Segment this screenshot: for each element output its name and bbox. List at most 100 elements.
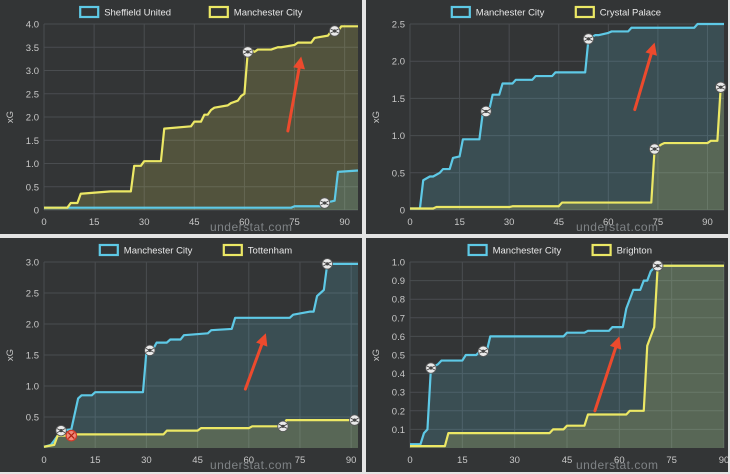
y-tick-label: 0.3 bbox=[392, 388, 405, 399]
y-tick-label: 3.0 bbox=[26, 258, 39, 269]
y-tick-label: 1.0 bbox=[392, 131, 405, 142]
x-tick-label: 75 bbox=[295, 455, 306, 466]
y-axis-label: xG bbox=[371, 349, 382, 361]
xg-chart-svg: 0.1 0.2 0.3 0.4 0.5 0.6 0.7 0.8 0.9 1.0 0 15 30 45 60 7… bbox=[371, 243, 728, 472]
x-tick-label: 15 bbox=[89, 217, 100, 228]
x-tick-label: 0 bbox=[407, 455, 412, 466]
legend-swatch-0 bbox=[79, 5, 100, 19]
x-tick-label: 60 bbox=[614, 455, 625, 466]
goal-marker-icon bbox=[318, 197, 331, 209]
y-tick-label: 2.5 bbox=[392, 20, 405, 31]
y-tick-label: 1.5 bbox=[26, 351, 39, 362]
series-line-1 bbox=[410, 86, 724, 210]
legend-label-0: Manchester City bbox=[124, 246, 193, 257]
annotation-arrow-head-icon bbox=[645, 42, 657, 56]
y-tick-label: 3.0 bbox=[26, 66, 39, 77]
legend-label-1: Manchester City bbox=[234, 8, 303, 19]
y-tick-label: 0.5 bbox=[392, 168, 405, 179]
x-tick-label: 90 bbox=[719, 455, 728, 466]
panel-city-vs-tottenham: 0.5 1.0 1.5 2.0 2.5 3.0 0 15 30 45 60 75 90 xG underst… bbox=[0, 238, 362, 472]
x-tick-label: 60 bbox=[239, 217, 250, 228]
goal-ball-seams bbox=[653, 263, 662, 269]
annotation-arrow-head-icon bbox=[609, 336, 622, 350]
y-tick-label: 2.0 bbox=[392, 57, 405, 68]
y-axis-label: xG bbox=[5, 349, 16, 361]
panel-city-vs-palace: 0 0.5 1.0 1.5 2.0 2.5 0 15 30 45 60 75 90 xG understat… bbox=[366, 0, 728, 234]
xg-chart-svg: 0 0.5 1.0 1.5 2.0 2.5 3.0 3.5 4.0 0 15 30 45 60 75 90 xG… bbox=[5, 5, 359, 234]
goal-marker-icon bbox=[477, 345, 489, 357]
goal-marker-icon bbox=[321, 258, 333, 270]
goal-ball-seams bbox=[278, 423, 288, 429]
legend-swatch-0 bbox=[450, 5, 471, 19]
x-tick-label: 45 bbox=[192, 455, 203, 466]
goal-ball-seams bbox=[479, 348, 488, 354]
goal-ball-seams bbox=[426, 365, 436, 371]
legend-label-1: Tottenham bbox=[248, 246, 292, 257]
x-tick-label: 0 bbox=[41, 455, 46, 466]
y-tick-label: 0.7 bbox=[392, 313, 405, 324]
x-tick-label: 30 bbox=[509, 455, 520, 466]
own-goal-ball-seams bbox=[67, 432, 75, 440]
x-tick-label: 90 bbox=[702, 217, 713, 228]
legend-swatch-0 bbox=[98, 243, 119, 257]
goal-marker-icon bbox=[329, 25, 341, 37]
y-tick-label: 0.8 bbox=[392, 295, 405, 306]
legend: Sheffield United Manchester City bbox=[79, 5, 303, 19]
goal-ball-seams bbox=[481, 109, 491, 114]
legend-label-1: Crystal Palace bbox=[600, 8, 661, 19]
goal-marker-icon bbox=[715, 81, 727, 93]
y-tick-label: 0.4 bbox=[392, 369, 405, 380]
x-tick-label: 30 bbox=[141, 455, 152, 466]
goal-ball-seams bbox=[330, 28, 339, 34]
legend-label-1: Brighton bbox=[617, 246, 652, 257]
goal-ball-seams bbox=[350, 417, 359, 423]
y-tick-label: 2.5 bbox=[26, 89, 39, 100]
x-tick-label: 15 bbox=[457, 455, 468, 466]
goal-marker-icon bbox=[648, 143, 661, 155]
annotation-arrow-shaft bbox=[243, 343, 264, 391]
legend: Manchester City Tottenham bbox=[98, 243, 292, 257]
y-tick-label: 1.0 bbox=[26, 159, 39, 170]
goal-ball-seams bbox=[243, 49, 252, 55]
goal-marker-icon bbox=[425, 362, 437, 374]
y-tick-label: 0.5 bbox=[26, 413, 39, 424]
watermark-text: understat.com bbox=[576, 458, 659, 472]
x-tick-label: 45 bbox=[189, 217, 200, 228]
x-tick-label: 0 bbox=[41, 217, 46, 228]
x-tick-label: 60 bbox=[243, 455, 254, 466]
legend-swatch-1 bbox=[574, 5, 595, 19]
annotation-arrow-head-icon bbox=[293, 56, 305, 70]
goal-marker-icon bbox=[348, 414, 361, 426]
series-area-0 bbox=[44, 263, 358, 448]
y-tick-label: 0.5 bbox=[26, 182, 39, 193]
x-tick-label: 30 bbox=[504, 217, 515, 228]
y-tick-label: 1.5 bbox=[26, 136, 39, 147]
goal-ball-seams bbox=[56, 428, 66, 434]
x-tick-label: 75 bbox=[653, 217, 664, 228]
y-tick-label: 2.5 bbox=[26, 289, 39, 300]
x-tick-label: 15 bbox=[454, 217, 465, 228]
legend-label-0: Sheffield United bbox=[104, 8, 171, 19]
goal-marker-icon bbox=[144, 344, 156, 356]
x-tick-label: 0 bbox=[407, 217, 412, 228]
series-line-0 bbox=[410, 264, 724, 446]
watermark-text: understat.com bbox=[210, 458, 293, 472]
x-tick-label: 30 bbox=[139, 217, 150, 228]
goal-ball-seams bbox=[145, 347, 155, 353]
y-tick-label: 2.0 bbox=[26, 113, 39, 124]
x-tick-label: 45 bbox=[553, 217, 564, 228]
y-axis-label: xG bbox=[5, 111, 16, 123]
goal-marker-icon bbox=[242, 46, 254, 58]
x-tick-label: 75 bbox=[289, 217, 300, 228]
y-tick-label: 2.0 bbox=[26, 320, 39, 331]
x-tick-label: 15 bbox=[90, 455, 101, 466]
annotation-arrow-shaft bbox=[633, 52, 653, 112]
y-tick-label: 0.2 bbox=[392, 406, 405, 417]
goal-ball-seams bbox=[320, 200, 329, 206]
x-tick-label: 90 bbox=[346, 455, 357, 466]
annotation-arrow-head-icon bbox=[256, 333, 268, 347]
goal-marker-icon bbox=[55, 425, 67, 437]
legend-swatch-1 bbox=[222, 243, 243, 257]
goal-ball-seams bbox=[650, 146, 659, 152]
